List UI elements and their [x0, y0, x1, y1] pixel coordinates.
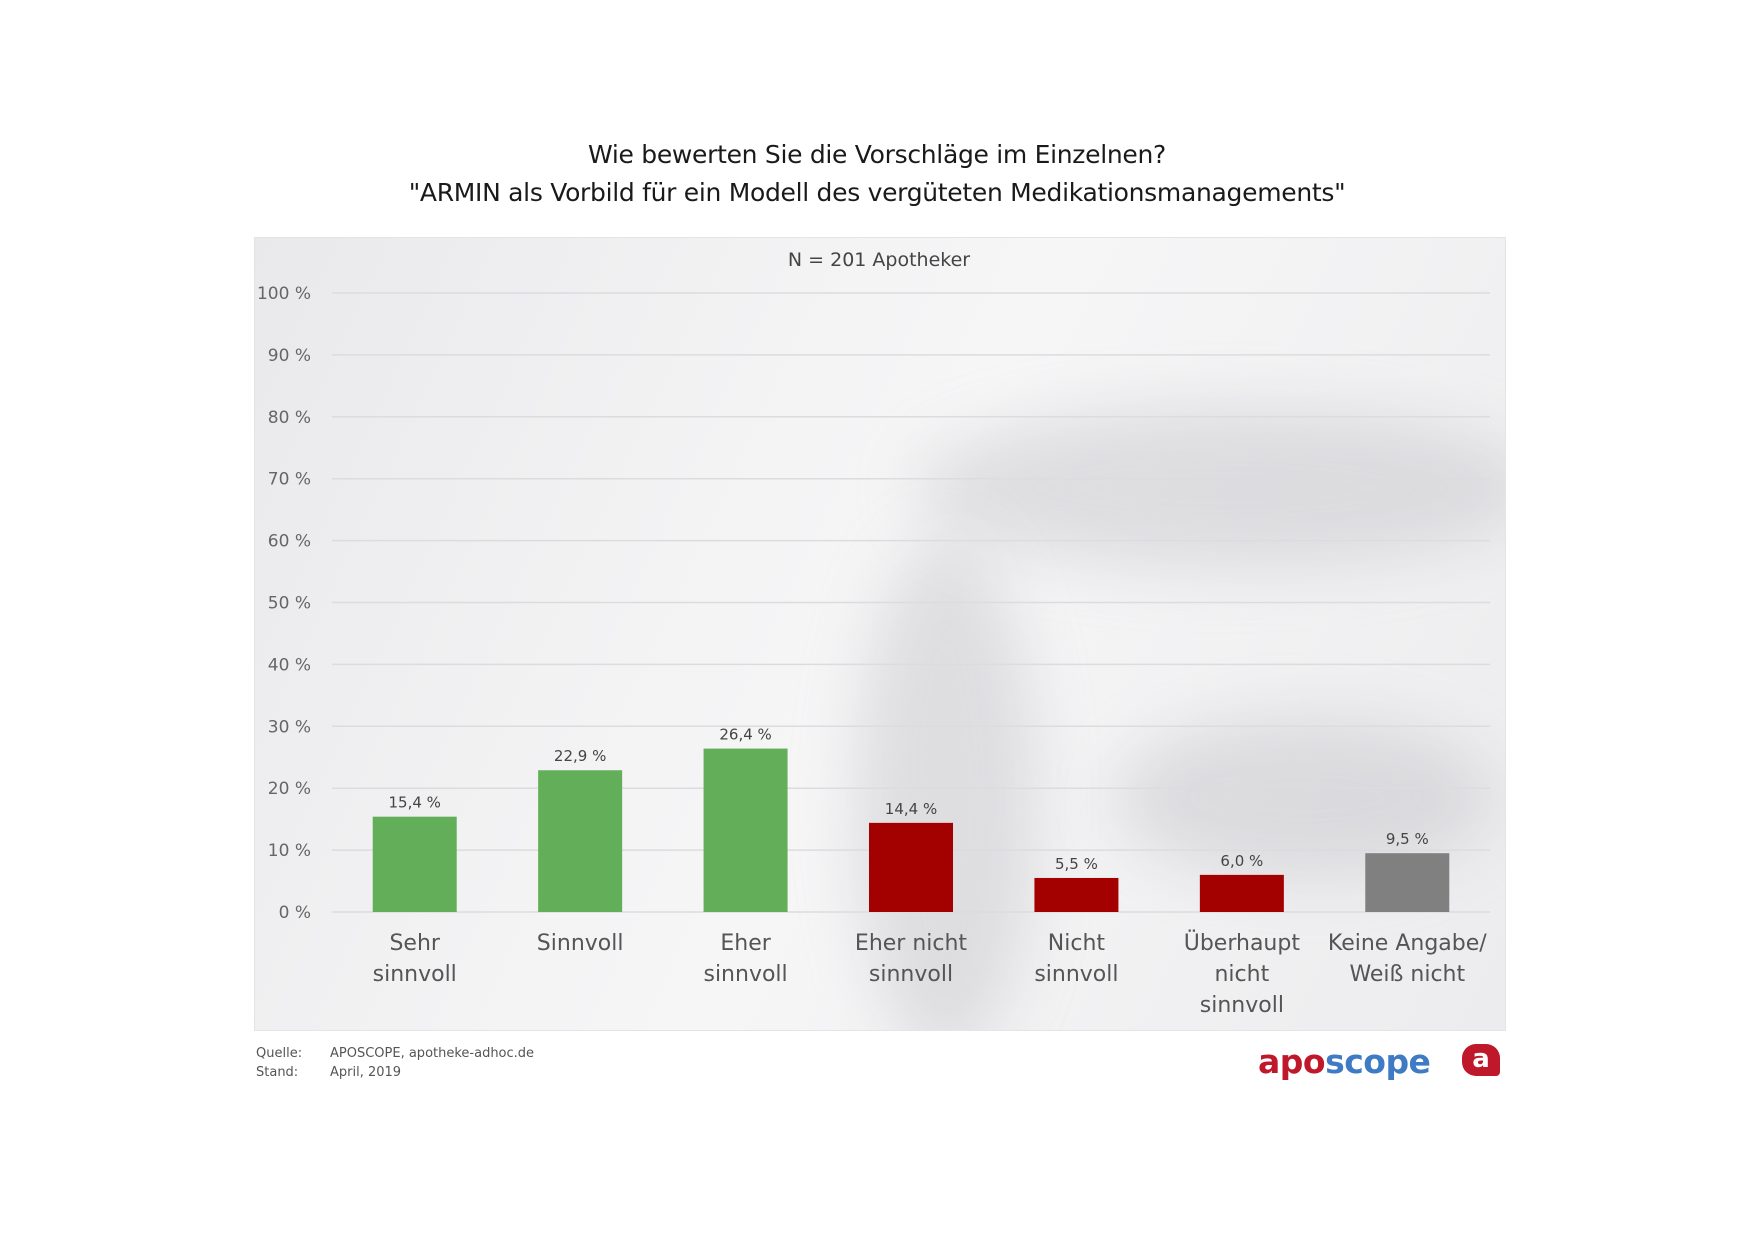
date-value: April, 2019: [330, 1065, 402, 1080]
x-tick-label-line: Überhaupt: [1184, 930, 1301, 956]
bar: [869, 822, 953, 912]
data-label: 9,5 %: [1386, 830, 1429, 848]
data-label: 14,4 %: [885, 800, 937, 818]
x-tick-label-line: sinnvoll: [703, 962, 787, 987]
x-tick-label-line: Eher: [720, 931, 771, 956]
bar: [372, 816, 457, 912]
x-tick-label: Eher sinnvoll: [703, 931, 787, 987]
chart-subtitle: N = 201 Apotheker: [788, 249, 970, 271]
bar: [1365, 853, 1450, 912]
y-tick-label: 20 %: [268, 779, 311, 799]
bar: [538, 770, 623, 912]
x-tick-label-line: nicht: [1214, 962, 1269, 987]
adhoc-logo-icon: a: [1462, 1044, 1500, 1076]
x-tick-label-line: sinnvoll: [373, 962, 457, 987]
x-tick-label-line: Eher nicht: [855, 931, 968, 956]
y-tick-label: 40 %: [268, 655, 311, 675]
data-label: 5,5 %: [1055, 855, 1098, 873]
bar: [703, 748, 788, 912]
data-label: 26,4 %: [719, 726, 771, 744]
x-tick-label: Sinnvoll: [537, 931, 624, 956]
logo-part-scope: scope: [1325, 1042, 1431, 1081]
y-tick-label: 10 %: [268, 841, 311, 861]
background-shadow: [1115, 718, 1495, 878]
aposcope-logo: aposcope: [1258, 1042, 1431, 1081]
y-tick-label: 0 %: [279, 903, 311, 923]
y-tick-label: 50 %: [268, 594, 311, 614]
y-tick-label: 60 %: [268, 532, 311, 552]
data-label: 22,9 %: [554, 747, 606, 765]
x-tick-label: Überhaupt nicht sinnvoll: [1184, 930, 1301, 1018]
bar: [1034, 877, 1119, 912]
x-tick-label-line: Sehr: [389, 931, 440, 956]
y-tick-label: 80 %: [268, 408, 311, 428]
x-tick-label-line: Weiß nicht: [1349, 962, 1465, 987]
x-tick-label-line: sinnvoll: [869, 962, 953, 987]
x-tick-label-line: Nicht: [1048, 931, 1106, 956]
y-tick-label: 100 %: [257, 284, 311, 304]
source-value: APOSCOPE, apotheke-adhoc.de: [330, 1046, 535, 1061]
background-shadow: [855, 538, 1035, 1030]
data-label: 6,0 %: [1220, 852, 1263, 870]
x-tick-label: Eher nicht sinnvoll: [855, 931, 968, 987]
x-tick-label-line: Sinnvoll: [537, 931, 624, 956]
x-tick-label: Sehr sinnvoll: [373, 931, 457, 987]
logo-part-apo: apo: [1258, 1042, 1326, 1081]
source-label: Quelle:: [256, 1046, 303, 1061]
bar: [1199, 874, 1284, 912]
chart-title-line1: Wie bewerten Sie die Vorschläge im Einze…: [588, 140, 1166, 169]
x-tick-label: Keine Angabe/Weiß nicht: [1328, 931, 1487, 987]
x-tick-label-line: sinnvoll: [1034, 962, 1118, 987]
y-tick-label: 30 %: [268, 717, 311, 737]
x-tick-label-line: sinnvoll: [1200, 993, 1284, 1018]
y-tick-label: 70 %: [268, 470, 311, 490]
x-tick-label: Nicht sinnvoll: [1034, 931, 1118, 987]
date-label: Stand:: [256, 1065, 299, 1080]
chart-title-line2: "ARMIN als Vorbild für ein Modell des ve…: [408, 178, 1346, 207]
data-label: 15,4 %: [389, 794, 441, 812]
y-tick-label: 90 %: [268, 346, 311, 366]
x-tick-label-line: Keine Angabe/: [1328, 931, 1487, 956]
